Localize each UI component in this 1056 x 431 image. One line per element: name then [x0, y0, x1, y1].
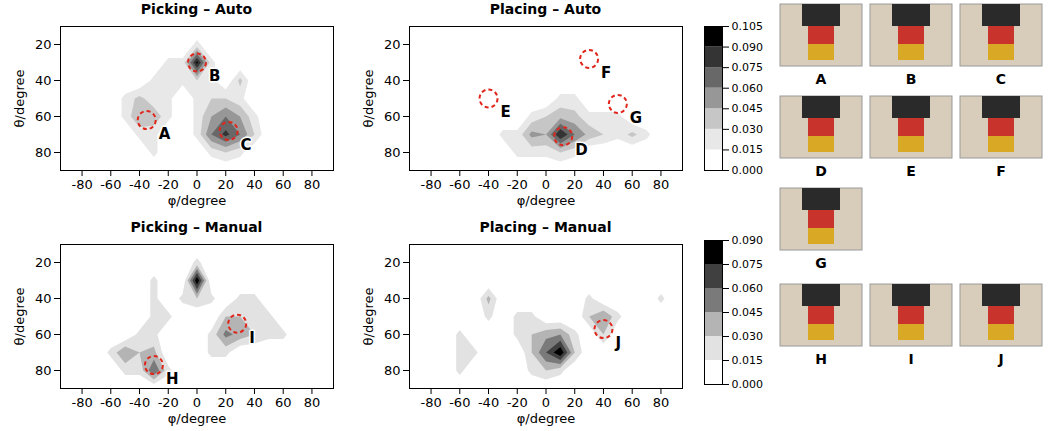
html-text:Picking – Manual: Picking – Manual — [130, 219, 263, 235]
svg-text:I: I — [908, 351, 913, 367]
svg-text:J: J — [997, 351, 1003, 367]
svg-text:-20: -20 — [158, 395, 179, 410]
svg-text:20: 20 — [384, 255, 401, 270]
html-text:Placing – Manual: Placing – Manual — [479, 219, 612, 235]
svg-text:0.090: 0.090 — [732, 41, 764, 54]
svg-text:B: B — [209, 67, 220, 85]
svg-text:20: 20 — [35, 255, 52, 270]
svg-text:40: 40 — [35, 73, 52, 88]
svg-text:-80: -80 — [71, 395, 92, 410]
svg-text:60: 60 — [275, 177, 292, 192]
svg-text:0: 0 — [542, 177, 550, 192]
svg-text:0.045: 0.045 — [732, 306, 764, 319]
svg-text:0: 0 — [542, 395, 550, 410]
svg-text:-60: -60 — [100, 177, 121, 192]
svg-text:80: 80 — [653, 395, 670, 410]
svg-text:80: 80 — [35, 145, 52, 160]
svg-text:60: 60 — [384, 109, 401, 124]
svg-text:60: 60 — [624, 395, 641, 410]
svg-text:θ/degree: θ/degree — [361, 70, 376, 128]
svg-text:φ/degree: φ/degree — [168, 193, 227, 208]
svg-text:60: 60 — [35, 327, 52, 342]
svg-text:20: 20 — [217, 177, 234, 192]
svg-text:0.015: 0.015 — [732, 354, 764, 367]
svg-text:0.060: 0.060 — [732, 82, 764, 95]
svg-text:-80: -80 — [71, 177, 92, 192]
svg-text:I: I — [249, 329, 255, 347]
svg-text:0: 0 — [193, 395, 201, 410]
svg-text:E: E — [501, 103, 511, 121]
svg-text:60: 60 — [384, 327, 401, 342]
html-text:Placing – Auto: Placing – Auto — [489, 1, 602, 17]
svg-text:40: 40 — [246, 395, 263, 410]
svg-text:J: J — [614, 334, 621, 352]
svg-text:0.105: 0.105 — [732, 20, 764, 33]
svg-text:80: 80 — [384, 145, 401, 160]
svg-text:E: E — [906, 163, 916, 179]
svg-text:0.075: 0.075 — [732, 61, 764, 74]
svg-text:-40: -40 — [129, 177, 150, 192]
svg-text:B: B — [906, 71, 917, 87]
svg-text:0.030: 0.030 — [732, 123, 764, 136]
svg-text:θ/degree: θ/degree — [12, 288, 27, 346]
svg-text:0.000: 0.000 — [732, 378, 764, 391]
svg-text:-20: -20 — [507, 395, 528, 410]
svg-text:20: 20 — [384, 37, 401, 52]
svg-text:0.090: 0.090 — [732, 234, 764, 247]
svg-text:80: 80 — [304, 395, 321, 410]
svg-text:40: 40 — [35, 291, 52, 306]
svg-text:A: A — [159, 125, 171, 143]
svg-text:φ/degree: φ/degree — [517, 411, 576, 426]
svg-text:20: 20 — [35, 37, 52, 52]
svg-text:-80: -80 — [420, 395, 441, 410]
svg-text:C: C — [241, 136, 252, 154]
svg-text:φ/degree: φ/degree — [168, 411, 227, 426]
svg-text:20: 20 — [217, 395, 234, 410]
svg-text:G: G — [630, 109, 642, 127]
svg-text:40: 40 — [595, 395, 612, 410]
svg-text:0.045: 0.045 — [732, 102, 764, 115]
svg-text:F: F — [996, 163, 1006, 179]
svg-text:φ/degree: φ/degree — [517, 193, 576, 208]
svg-text:80: 80 — [35, 363, 52, 378]
svg-text:0.075: 0.075 — [732, 258, 764, 271]
svg-text:-60: -60 — [449, 395, 470, 410]
svg-text:20: 20 — [566, 395, 583, 410]
svg-text:-60: -60 — [100, 395, 121, 410]
svg-text:F: F — [601, 64, 611, 82]
svg-text:θ/degree: θ/degree — [361, 288, 376, 346]
svg-text:-40: -40 — [129, 395, 150, 410]
svg-text:A: A — [816, 71, 827, 87]
svg-text:C: C — [996, 71, 1006, 87]
svg-text:-40: -40 — [478, 395, 499, 410]
svg-text:40: 40 — [246, 177, 263, 192]
svg-text:80: 80 — [384, 363, 401, 378]
svg-text:40: 40 — [595, 177, 612, 192]
html-text:Picking – Auto: Picking – Auto — [140, 1, 253, 17]
svg-text:80: 80 — [304, 177, 321, 192]
svg-text:60: 60 — [624, 177, 641, 192]
svg-text:-20: -20 — [507, 177, 528, 192]
svg-text:G: G — [815, 255, 827, 271]
svg-text:H: H — [815, 351, 827, 367]
svg-text:0: 0 — [193, 177, 201, 192]
svg-text:0.000: 0.000 — [732, 164, 764, 177]
svg-text:D: D — [815, 163, 827, 179]
svg-text:H: H — [166, 370, 179, 388]
svg-text:0.030: 0.030 — [732, 330, 764, 343]
svg-text:80: 80 — [653, 177, 670, 192]
svg-text:-80: -80 — [420, 177, 441, 192]
svg-text:20: 20 — [566, 177, 583, 192]
svg-text:60: 60 — [275, 395, 292, 410]
svg-text:θ/degree: θ/degree — [12, 70, 27, 128]
svg-text:0.060: 0.060 — [732, 282, 764, 295]
svg-text:-40: -40 — [478, 177, 499, 192]
svg-text:-20: -20 — [158, 177, 179, 192]
svg-text:0.015: 0.015 — [732, 143, 764, 156]
svg-text:40: 40 — [384, 73, 401, 88]
svg-text:D: D — [575, 141, 587, 159]
svg-text:-60: -60 — [449, 177, 470, 192]
svg-text:40: 40 — [384, 291, 401, 306]
svg-text:60: 60 — [35, 109, 52, 124]
